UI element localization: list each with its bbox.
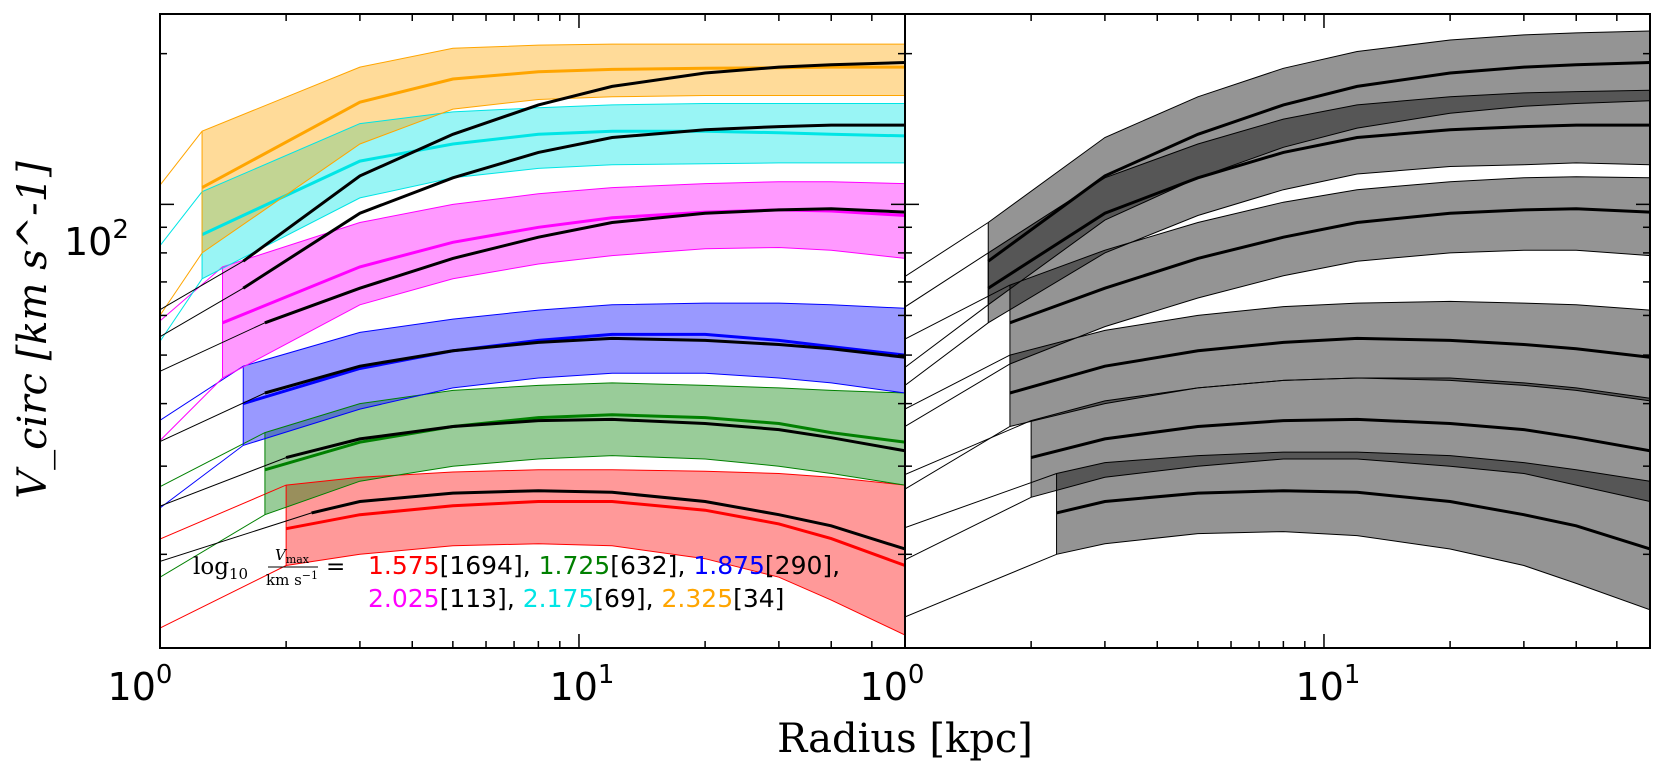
legend-bin-2325: 2.325: [662, 584, 734, 613]
left-upper-edge-1875: [160, 302, 905, 421]
right-lower-edge-2325: [905, 100, 1650, 368]
left-reference-1725: [285, 417, 905, 460]
legend-bin-1725: 1.725: [539, 551, 611, 580]
right-panel-frame: [904, 13, 1651, 649]
legend-bin-2025: 2.025: [368, 584, 440, 613]
left-band-2175: [202, 103, 905, 279]
left-lower-edge-1575: [160, 543, 905, 636]
left-reference-2325: [242, 61, 905, 263]
right-lower-edge-1575: [905, 531, 1650, 618]
x-tick-label-left-1: 100: [108, 660, 173, 709]
right-median-1875: [1009, 336, 1650, 395]
right-upper-edge-2325: [905, 30, 1650, 277]
left-upper-edge-2025: [160, 181, 905, 322]
right-median-2325: [987, 61, 1650, 263]
left-median-2175: [201, 129, 905, 236]
x-tick-label-right-2: 101: [1296, 660, 1361, 709]
left-upper-edge-1575: [160, 469, 905, 540]
left-median-1725: [264, 413, 905, 472]
left-upper-edge-1725: [160, 382, 905, 488]
right-upper-edge-1875: [905, 300, 1650, 410]
axis-ticks: [159, 14, 1651, 648]
left-median-1875: [242, 332, 905, 406]
legend-bin-2175: 2.175: [523, 584, 595, 613]
y-tick-label-100: 102: [64, 215, 129, 264]
left-lower-edge-2025: [160, 246, 905, 441]
right-band-2025: [1009, 176, 1650, 364]
legend-bin-1575: 1.575: [368, 551, 440, 580]
left-band-2025: [222, 181, 905, 378]
y-axis-label: V_circ [km s^-1]: [10, 161, 56, 499]
right-median-2175: [987, 123, 1650, 290]
right-band-1875: [1009, 301, 1650, 427]
right-band-2325: [988, 31, 1650, 305]
legend-fraction-numerator: Vmax: [275, 546, 310, 566]
left-reference-1575: [311, 489, 905, 551]
right-upper-edge-1575: [905, 451, 1650, 529]
legend-count-1725: [632]: [610, 551, 677, 580]
legend-fraction-denominator: km s−1: [266, 569, 318, 589]
left-lower-edge-1875: [160, 372, 905, 509]
legend-equals: =: [326, 554, 345, 580]
legend: log10 Vmax km s−1 = 1.575[1694], 1.725[6…: [193, 546, 840, 613]
left-median-2325: [201, 65, 905, 189]
left-lower-edge-2175: [160, 162, 905, 342]
right-lower-edge-1725: [905, 458, 1650, 561]
legend-count-2175: [69]: [594, 584, 645, 613]
right-lower-edge-2025: [905, 249, 1650, 427]
left-lower-edge-1725: [160, 455, 905, 578]
left-panel-lines: [160, 43, 905, 636]
left-upper-edge-2325: [160, 43, 905, 186]
right-band-2175: [988, 90, 1650, 323]
left-reference-2175: [242, 123, 905, 290]
x-tick-label-left-3: 100: [860, 660, 925, 709]
right-median-1725: [1030, 417, 1650, 460]
legend-line-2: 2.025[113], 2.175[69], 2.325[34]: [368, 584, 784, 613]
left-band-1725: [264, 382, 905, 515]
right-panel-bands: [988, 31, 1650, 610]
legend-count-2025: [113]: [440, 584, 507, 613]
right-lower-edge-1875: [905, 377, 1650, 490]
left-median-1575: [285, 500, 905, 567]
right-panel-lines: [905, 30, 1650, 618]
right-median-2025: [1009, 207, 1650, 325]
right-upper-edge-2025: [905, 176, 1650, 340]
x-tick-label-left-2: 101: [550, 660, 615, 709]
right-lower-edge-2175: [905, 162, 1650, 386]
left-upper-edge-2175: [160, 103, 905, 247]
left-reference-2025: [264, 207, 905, 325]
legend-count-1875: [290]: [765, 551, 832, 580]
x-axis-label: Radius [kpc]: [777, 716, 1033, 762]
legend-count-1575: [1694]: [440, 551, 523, 580]
legend-line-1: 1.575[1694], 1.725[632], 1.875[290],: [368, 551, 840, 580]
left-reference-1875: [264, 336, 905, 395]
right-upper-edge-2175: [905, 89, 1650, 308]
legend-count-2325: [34]: [733, 584, 784, 613]
left-lower-edge-2325: [160, 95, 905, 316]
legend-prefix: log10: [193, 554, 248, 583]
legend-bin-1875: 1.875: [693, 551, 765, 580]
right-median-1575: [1056, 489, 1650, 551]
